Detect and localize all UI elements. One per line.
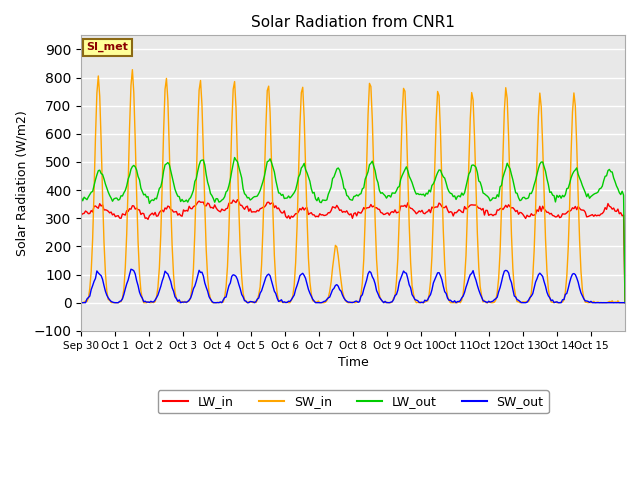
Y-axis label: Solar Radiation (W/m2): Solar Radiation (W/m2)	[15, 110, 28, 256]
LW_in	[621, 300, 629, 306]
LW_out	[618, 188, 626, 194]
LW_in	[618, 213, 626, 218]
LW_in	[467, 202, 474, 208]
LW_out	[113, 195, 120, 201]
Line: LW_out: LW_out	[81, 157, 625, 303]
Title: Solar Radiation from CNR1: Solar Radiation from CNR1	[252, 15, 455, 30]
LW_out	[77, 194, 85, 200]
SW_out	[96, 272, 104, 277]
LW_in	[77, 212, 85, 218]
X-axis label: Time: Time	[338, 356, 369, 369]
Text: SI_met: SI_met	[86, 42, 129, 52]
SW_out	[467, 272, 474, 277]
LW_out	[231, 155, 239, 160]
LW_in	[547, 210, 555, 216]
LW_in	[358, 208, 366, 214]
SW_in	[468, 90, 476, 96]
Line: SW_out: SW_out	[81, 269, 625, 303]
LW_in	[96, 201, 104, 206]
LW_out	[358, 186, 366, 192]
SW_out	[547, 298, 555, 303]
SW_in	[115, 300, 122, 306]
SW_out	[127, 266, 135, 272]
SW_in	[77, 300, 85, 305]
Line: SW_in: SW_in	[81, 70, 625, 303]
LW_in	[234, 197, 241, 203]
SW_out	[77, 300, 85, 306]
SW_in	[129, 67, 136, 72]
SW_in	[621, 300, 629, 306]
LW_out	[467, 169, 474, 175]
SW_out	[618, 300, 626, 306]
LW_out	[621, 300, 629, 306]
Line: LW_in: LW_in	[81, 200, 625, 303]
SW_out	[113, 300, 120, 306]
LW_out	[547, 189, 555, 195]
SW_in	[79, 300, 86, 306]
SW_in	[620, 300, 627, 306]
LW_in	[113, 213, 120, 219]
SW_in	[548, 300, 556, 305]
LW_out	[96, 168, 104, 173]
Legend: LW_in, SW_in, LW_out, SW_out: LW_in, SW_in, LW_out, SW_out	[158, 390, 548, 413]
SW_in	[97, 139, 105, 144]
SW_in	[360, 256, 367, 262]
SW_out	[358, 292, 366, 298]
SW_out	[621, 300, 629, 306]
